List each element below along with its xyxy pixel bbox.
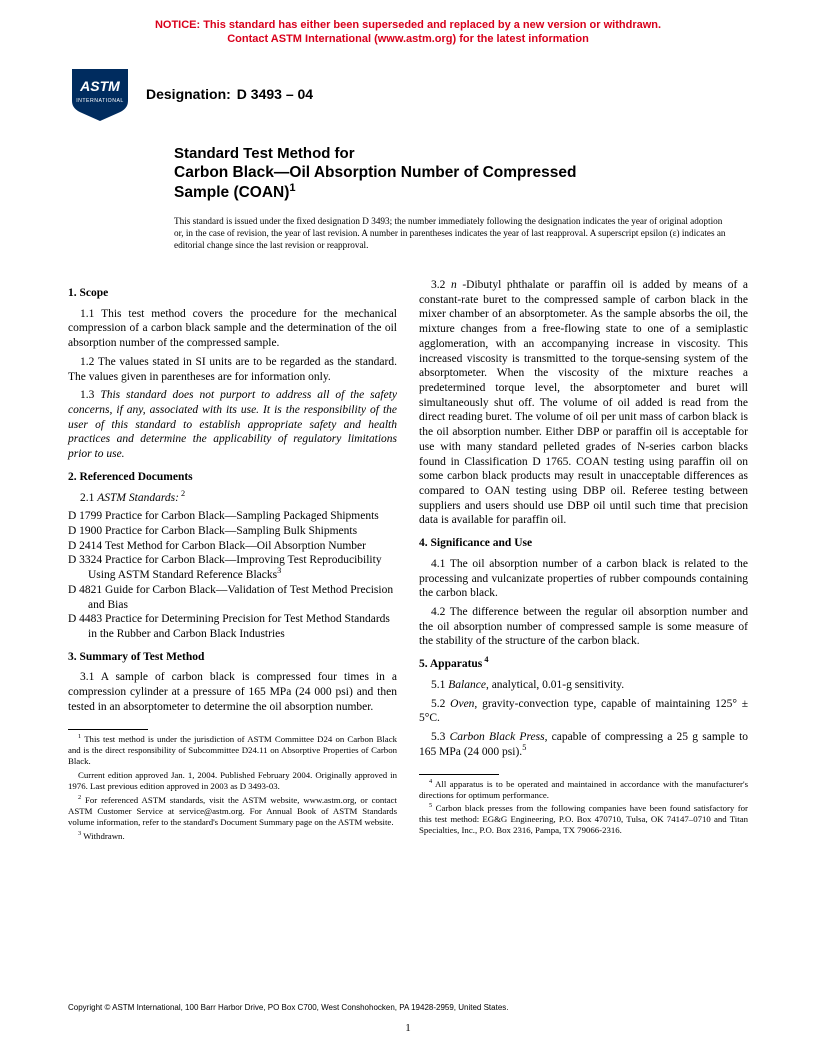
fn5-text: Carbon black presses from the following … (419, 803, 748, 835)
s53-pre: 5.3 (431, 731, 450, 743)
s51-rest: , analytical, 0.01-g sensitivity. (486, 679, 624, 691)
fn1-text: This test method is under the jurisdicti… (68, 734, 397, 766)
issuance-note: This standard is issued under the fixed … (174, 216, 728, 252)
ref21-sup: 2 (179, 489, 185, 498)
title-line2: Carbon Black—Oil Absorption Number of Co… (174, 163, 748, 182)
fn2-text: For referenced ASTM standards, visit the… (68, 795, 397, 827)
s32-pre: 3.2 (431, 279, 451, 291)
app-5-1: 5.1 Balance, analytical, 0.01-g sensitiv… (419, 678, 748, 693)
fn3: 3 Withdrawn. (68, 831, 397, 842)
ref-2-1: 2.1 ASTM Standards: 2 (68, 491, 397, 506)
title-line1: Standard Test Method for (174, 145, 748, 164)
scope-1-1: 1.1 This test method covers the procedur… (68, 307, 397, 351)
ref-d1900: D 1900 Practice for Carbon Black—Samplin… (88, 524, 397, 539)
fn3-text: Withdrawn. (83, 831, 124, 841)
svg-text:ASTM: ASTM (79, 78, 120, 94)
footnote-rule-right (419, 774, 499, 775)
ref21-pre: 2.1 (80, 492, 97, 504)
designation: Designation: D 3493 – 04 (146, 86, 313, 102)
app-5-2: 5.2 Oven, gravity-convection type, capab… (419, 697, 748, 726)
scope-1-2: 1.2 The values stated in SI units are to… (68, 355, 397, 384)
page: NOTICE: This standard has either been su… (0, 0, 816, 1056)
left-column: 1. Scope 1.1 This test method covers the… (68, 278, 397, 845)
sig-4-1: 4.1 The oil absorption number of a carbo… (419, 557, 748, 601)
summary-3-2: 3.2 n -Dibutyl phthalate or paraffin oil… (419, 278, 748, 528)
title-line3: Sample (COAN)1 (174, 183, 748, 202)
s53-sup: 5 (522, 743, 526, 752)
page-number: 1 (0, 1022, 816, 1034)
s52-ital: Oven (450, 698, 474, 710)
fn4-text: All apparatus is to be operated and main… (419, 779, 748, 800)
footnotes-left: 1 This test method is under the jurisdic… (68, 734, 397, 842)
refdocs-heading: 2. Referenced Documents (68, 470, 397, 485)
header-row: ASTM INTERNATIONAL Designation: D 3493 –… (68, 65, 748, 123)
app-head-text: 5. Apparatus (419, 658, 482, 670)
body-columns: 1. Scope 1.1 This test method covers the… (68, 278, 748, 845)
scope-1-3: 1.3 This standard does not purport to ad… (68, 388, 397, 462)
ref-d4483: D 4483 Practice for Determining Precisio… (88, 612, 397, 641)
title-line3-text: Sample (COAN) (174, 184, 289, 201)
s52-pre: 5.2 (431, 698, 450, 710)
footnote-rule-left (68, 729, 148, 730)
s51-pre: 5.1 (431, 679, 448, 691)
fn2: 2 For referenced ASTM standards, visit t… (68, 795, 397, 828)
notice-line2: Contact ASTM International (www.astm.org… (227, 33, 589, 45)
summary-3-1: 3.1 A sample of carbon black is compress… (68, 670, 397, 714)
title-sup: 1 (289, 182, 295, 194)
designation-label: Designation: (146, 86, 231, 102)
fn1: 1 This test method is under the jurisdic… (68, 734, 397, 767)
app-5-3: 5.3 Carbon Black Press, capable of compr… (419, 730, 748, 759)
ref-d4821: D 4821 Guide for Carbon Black—Validation… (88, 583, 397, 612)
ref-d1799: D 1799 Practice for Carbon Black—Samplin… (88, 509, 397, 524)
scope-heading: 1. Scope (68, 286, 397, 301)
right-column: 3.2 n -Dibutyl phthalate or paraffin oil… (419, 278, 748, 845)
s51-ital: Balance (448, 679, 486, 691)
footnotes-right: 4 All apparatus is to be operated and ma… (419, 779, 748, 837)
svg-text:INTERNATIONAL: INTERNATIONAL (76, 98, 124, 104)
notice-banner: NOTICE: This standard has either been su… (68, 18, 748, 47)
fn1b: Current edition approved Jan. 1, 2004. P… (68, 770, 397, 792)
astm-logo: ASTM INTERNATIONAL (68, 65, 132, 123)
summary-heading: 3. Summary of Test Method (68, 650, 397, 665)
ref-d3324-sup: 3 (277, 566, 281, 575)
significance-heading: 4. Significance and Use (419, 536, 748, 551)
ref-d3324-text: D 3324 Practice for Carbon Black—Improvi… (68, 554, 382, 581)
app-sup: 4 (482, 655, 488, 664)
s13-pre: 1.3 (80, 389, 100, 401)
sig-4-2: 4.2 The difference between the regular o… (419, 605, 748, 649)
fn5: 5 Carbon black presses from the followin… (419, 803, 748, 836)
copyright-line: Copyright © ASTM International, 100 Barr… (68, 1003, 748, 1012)
s13-ital: This standard does not purport to addres… (68, 389, 397, 460)
ref-d3324: D 3324 Practice for Carbon Black—Improvi… (88, 553, 397, 582)
ref-list: D 1799 Practice for Carbon Black—Samplin… (68, 509, 397, 641)
ref21-ital: ASTM Standards: (97, 492, 179, 504)
fn4: 4 All apparatus is to be operated and ma… (419, 779, 748, 801)
notice-line1: NOTICE: This standard has either been su… (155, 19, 661, 31)
ref-d2414: D 2414 Test Method for Carbon Black—Oil … (88, 539, 397, 554)
s53-ital: Carbon Black Press (450, 731, 545, 743)
apparatus-heading: 5. Apparatus 4 (419, 657, 748, 672)
title-block: Standard Test Method for Carbon Black—Oi… (174, 145, 748, 203)
s32-text: -Dibutyl phthalate or paraffin oil is ad… (419, 279, 748, 527)
designation-value: D 3493 – 04 (237, 86, 313, 102)
